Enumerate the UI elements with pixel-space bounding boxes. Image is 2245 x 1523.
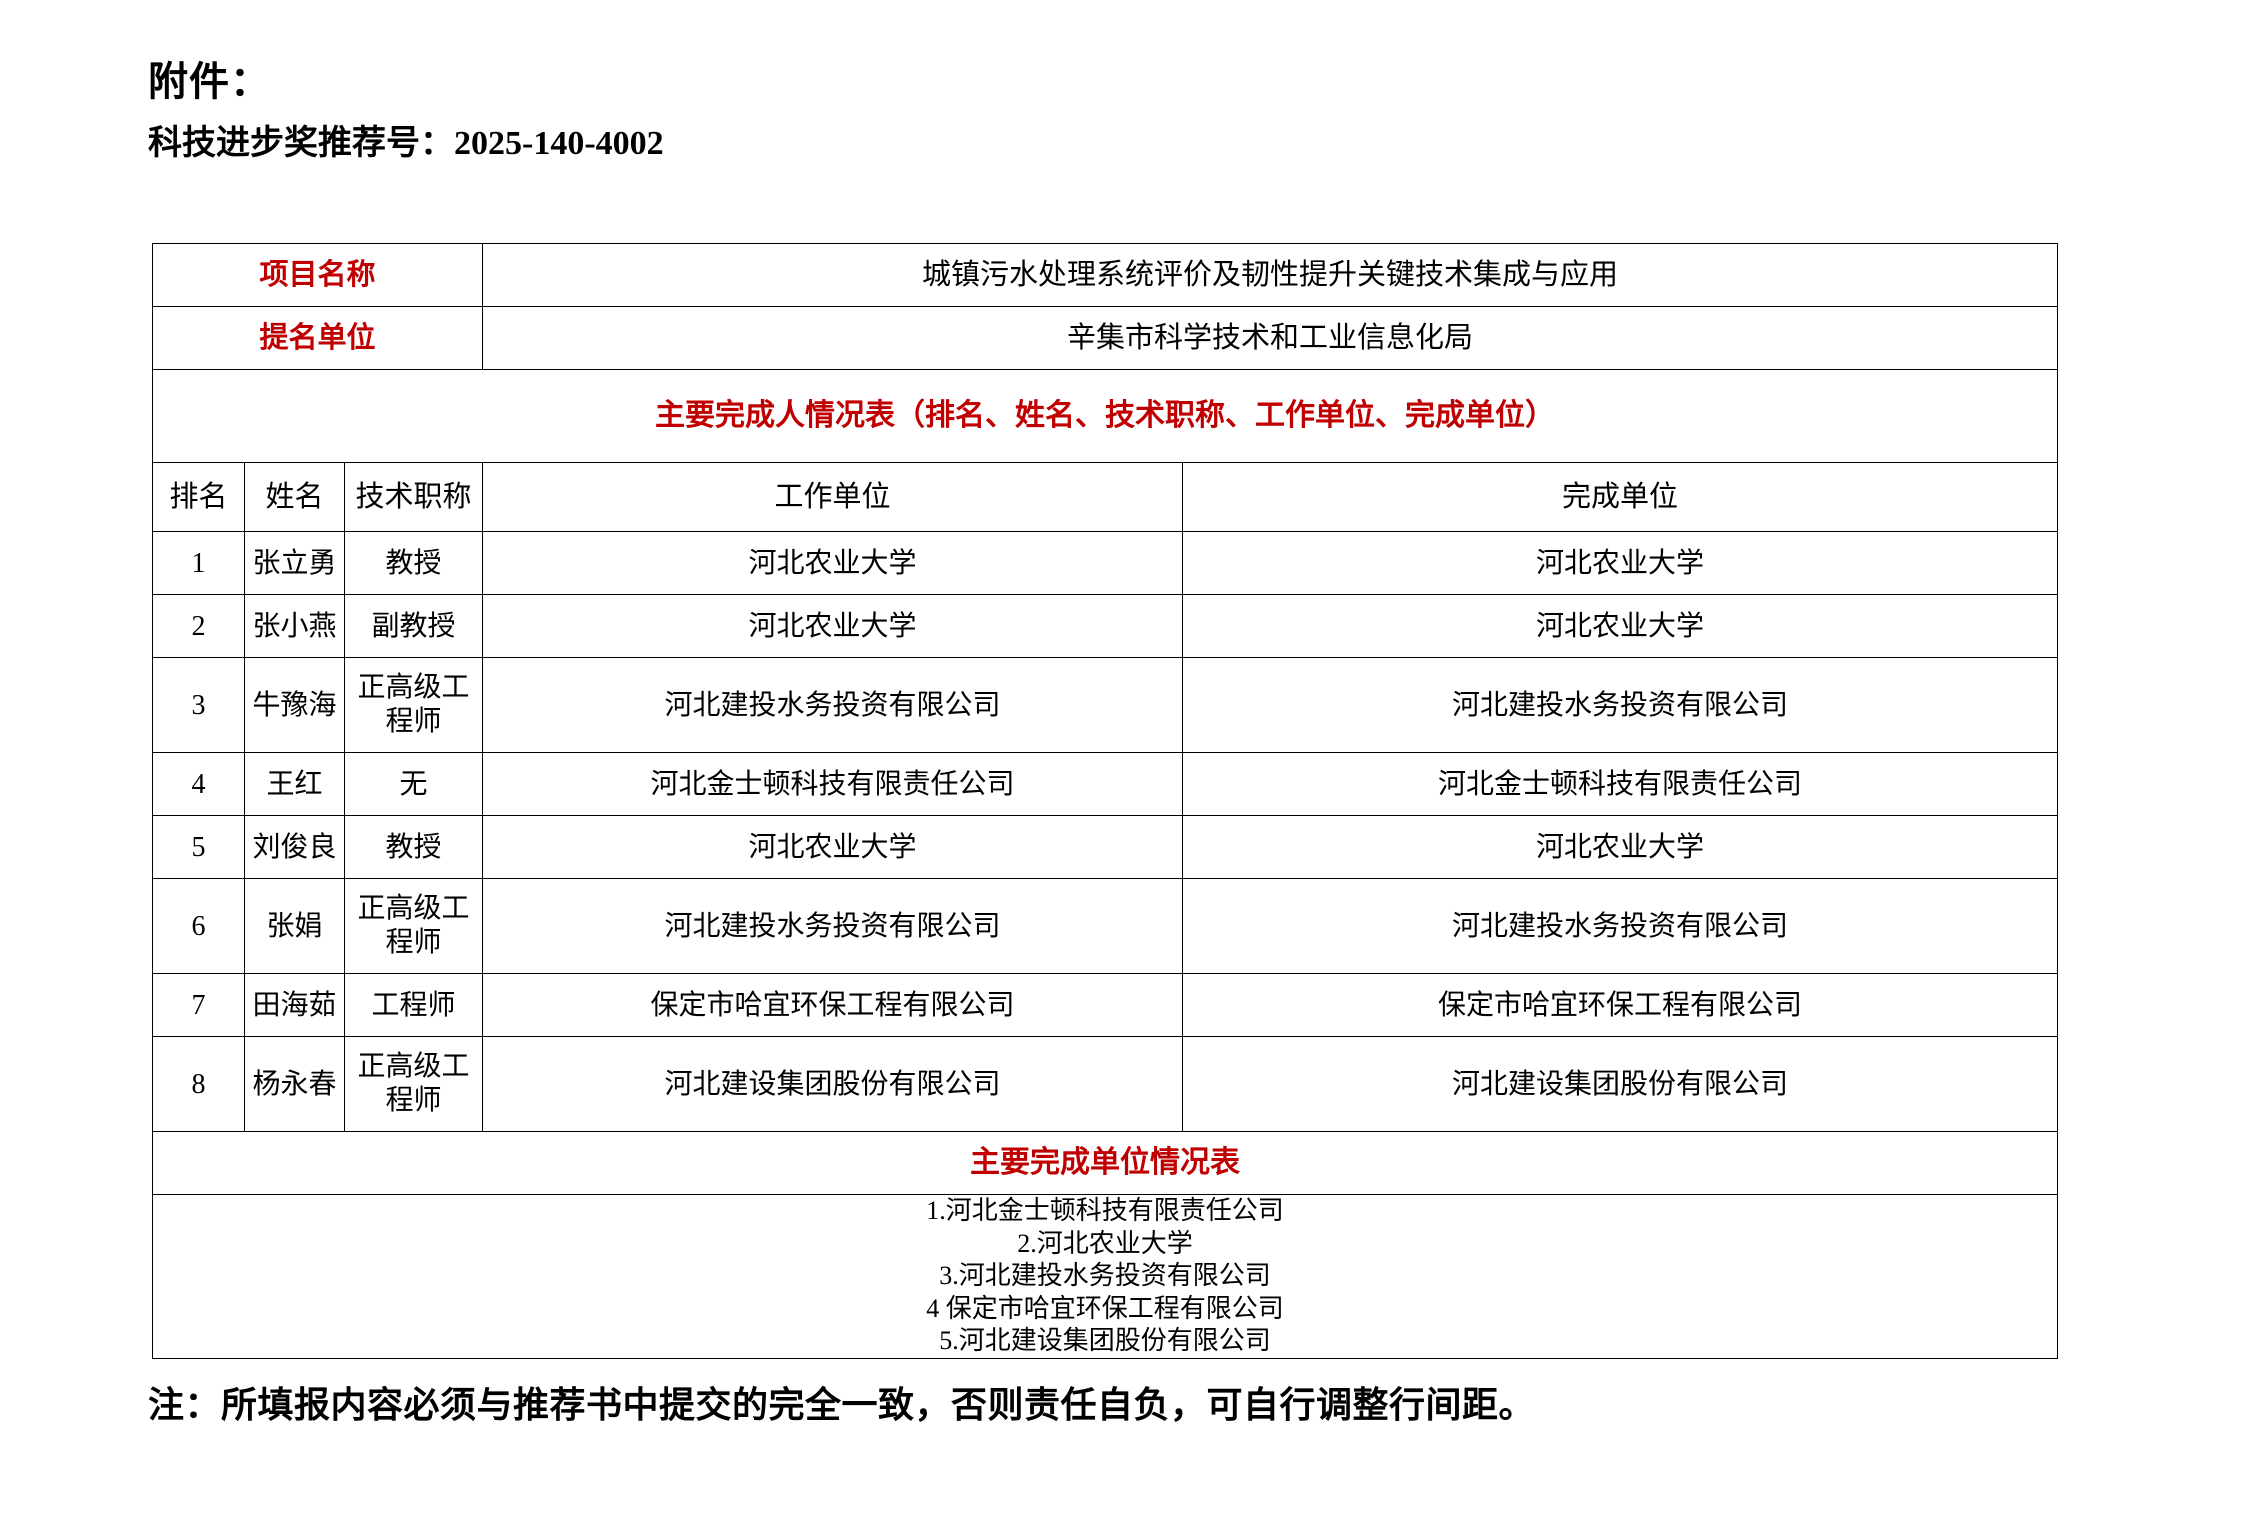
cell-completion-unit: 河北金士顿科技有限责任公司 — [1182, 752, 2059, 816]
cell-rank: 3 — [152, 657, 245, 753]
nominating-unit-label: 提名单位 — [151, 306, 484, 370]
cell-name: 杨永春 — [244, 1036, 345, 1132]
nominating-unit-row: 提名单位 辛集市科学技术和工业信息化局 — [151, 306, 2059, 370]
cell-technical-title: 正高级工 程师 — [343, 1036, 484, 1132]
cell-technical-title: 教授 — [343, 531, 484, 595]
cell-technical-title: 无 — [343, 752, 484, 816]
cell-rank: 2 — [152, 594, 245, 658]
list-item: 4 保定市哈宜环保工程有限公司 — [926, 1293, 1284, 1323]
project-name-label: 项目名称 — [151, 243, 484, 307]
cell-name: 刘俊良 — [244, 815, 345, 879]
award-nomination-table: 项目名称 城镇污水处理系统评价及韧性提升关键技术集成与应用 提名单位 辛集市科学… — [151, 243, 2059, 1359]
table-row: 7 田海茹 工程师 保定市哈宜环保工程有限公司 保定市哈宜环保工程有限公司 — [152, 973, 2059, 1037]
cell-work-unit: 河北农业大学 — [482, 815, 1184, 879]
cell-technical-title: 副教授 — [343, 594, 484, 658]
table-row: 2 张小燕 副教授 河北农业大学 河北农业大学 — [152, 594, 2059, 658]
list-item: 5.河北建设集团股份有限公司 — [939, 1326, 1271, 1355]
column-header-work-unit: 工作单位 — [482, 462, 1184, 532]
contributors-section-title-row: 主要完成人情况表（排名、姓名、技术职称、工作单位、完成单位） — [151, 369, 2059, 463]
cell-work-unit: 河北建设集团股份有限公司 — [482, 1036, 1184, 1132]
cell-rank: 8 — [152, 1036, 245, 1132]
table-row: 3 牛豫海 正高级工 程师 河北建投水务投资有限公司 河北建投水务投资有限公司 — [152, 657, 2059, 753]
cell-completion-unit: 河北农业大学 — [1182, 815, 2059, 879]
cell-work-unit: 保定市哈宜环保工程有限公司 — [482, 973, 1184, 1037]
cell-technical-title: 正高级工 程师 — [343, 657, 484, 753]
cell-rank: 6 — [152, 878, 245, 974]
list-item: 1.河北金士顿科技有限责任公司 — [926, 1196, 1284, 1225]
list-item: 2.河北农业大学 — [1017, 1228, 1193, 1258]
technical-title-line-2: 程师 — [385, 706, 442, 737]
project-name-value: 城镇污水处理系统评价及韧性提升关键技术集成与应用 — [482, 243, 2059, 307]
cell-name: 田海茹 — [244, 973, 345, 1037]
technical-title-line-1: 正高级工 — [357, 892, 470, 924]
column-header-rank: 排名 — [152, 462, 245, 532]
cell-work-unit: 河北农业大学 — [482, 531, 1184, 595]
cell-technical-title: 工程师 — [343, 973, 484, 1037]
technical-title-line-1: 正高级工 — [357, 671, 470, 703]
cell-name: 牛豫海 — [244, 657, 345, 753]
cell-completion-unit: 河北建投水务投资有限公司 — [1182, 878, 2059, 974]
attachment-label: 附件： — [148, 59, 271, 104]
table-row: 6 张娟 正高级工 程师 河北建投水务投资有限公司 河北建投水务投资有限公司 — [152, 878, 2059, 974]
cell-technical-title: 正高级工 程师 — [343, 878, 484, 974]
technical-title-line-2: 程师 — [385, 927, 442, 958]
footer-note: 注：所填报内容必须与推荐书中提交的完全一致，否则责任自负，可自行调整行间距。 — [148, 1385, 1536, 1425]
table-row: 8 杨永春 正高级工 程师 河北建设集团股份有限公司 河北建设集团股份有限公司 — [152, 1036, 2059, 1132]
table-row: 5 刘俊良 教授 河北农业大学 河北农业大学 — [152, 815, 2059, 879]
cell-completion-unit: 河北建设集团股份有限公司 — [1182, 1036, 2059, 1132]
cell-work-unit: 河北建投水务投资有限公司 — [482, 657, 1184, 753]
contributors-header-row: 排名 姓名 技术职称 工作单位 完成单位 — [152, 462, 2059, 532]
table-row: 1 张立勇 教授 河北农业大学 河北农业大学 — [152, 531, 2059, 595]
cell-rank: 1 — [152, 531, 245, 595]
nominating-unit-value: 辛集市科学技术和工业信息化局 — [482, 306, 2059, 370]
column-header-completion-unit: 完成单位 — [1182, 462, 2059, 532]
cell-completion-unit: 河北农业大学 — [1182, 594, 2059, 658]
cell-name: 王红 — [244, 752, 345, 816]
column-header-name: 姓名 — [244, 462, 345, 532]
technical-title-line-1: 正高级工 — [357, 1050, 470, 1082]
cell-completion-unit: 河北建投水务投资有限公司 — [1182, 657, 2059, 753]
units-section-title: 主要完成单位情况表 — [151, 1131, 2059, 1195]
cell-technical-title: 教授 — [343, 815, 484, 879]
cell-work-unit: 河北建投水务投资有限公司 — [482, 878, 1184, 974]
cell-name: 张娟 — [244, 878, 345, 974]
units-section-title-row: 主要完成单位情况表 — [151, 1131, 2059, 1195]
cell-name: 张立勇 — [244, 531, 345, 595]
list-item: 3.河北建投水务投资有限公司 — [939, 1261, 1271, 1290]
technical-title-line-2: 程师 — [385, 1085, 442, 1116]
recommendation-number-value: 2025-140-4002 — [454, 125, 664, 162]
column-header-technical-title: 技术职称 — [343, 462, 484, 532]
units-list: 1.河北金士顿科技有限责任公司 2.河北农业大学 3.河北建投水务投资有限公司 … — [151, 1194, 2059, 1359]
cell-rank: 7 — [152, 973, 245, 1037]
recommendation-number-prefix: 科技进步奖推荐号： — [148, 125, 454, 162]
cell-completion-unit: 保定市哈宜环保工程有限公司 — [1182, 973, 2059, 1037]
contributors-section-title: 主要完成人情况表（排名、姓名、技术职称、工作单位、完成单位） — [151, 369, 2059, 463]
cell-name: 张小燕 — [244, 594, 345, 658]
recommendation-number-line: 科技进步奖推荐号：2025-140-4002 — [148, 124, 664, 165]
cell-rank: 5 — [152, 815, 245, 879]
table-row: 4 王红 无 河北金士顿科技有限责任公司 河北金士顿科技有限责任公司 — [152, 752, 2059, 816]
project-name-row: 项目名称 城镇污水处理系统评价及韧性提升关键技术集成与应用 — [151, 243, 2059, 307]
cell-work-unit: 河北金士顿科技有限责任公司 — [482, 752, 1184, 816]
cell-rank: 4 — [152, 752, 245, 816]
cell-work-unit: 河北农业大学 — [482, 594, 1184, 658]
units-list-row: 1.河北金士顿科技有限责任公司 2.河北农业大学 3.河北建投水务投资有限公司 … — [151, 1194, 2059, 1359]
cell-completion-unit: 河北农业大学 — [1182, 531, 2059, 595]
